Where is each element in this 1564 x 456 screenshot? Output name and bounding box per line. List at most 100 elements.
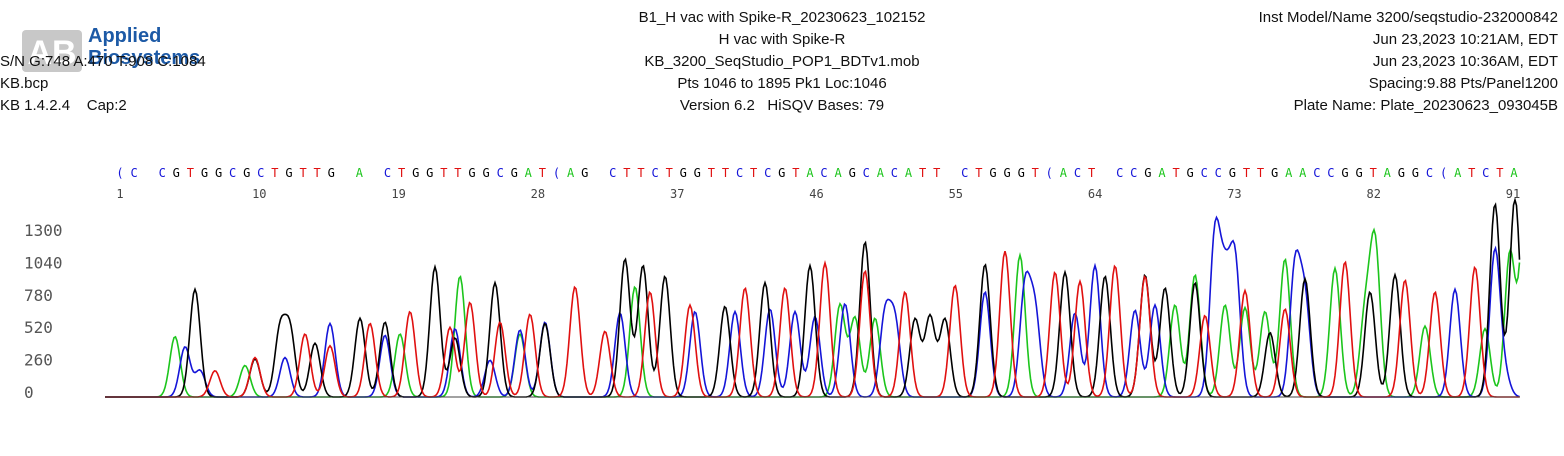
base-call: T — [1172, 166, 1179, 180]
signal-strength: S/N G:748 A:470 T:908 C:1084 — [0, 53, 206, 70]
base-call: G — [849, 166, 856, 180]
base-call: T — [975, 166, 982, 180]
base-call: G — [581, 166, 588, 180]
base-call: ( — [1440, 166, 1447, 180]
base-position-label: 73 — [1227, 187, 1241, 201]
base-call: C — [130, 166, 137, 180]
base-call: C — [863, 166, 870, 180]
logo-text-biosystems: Biosystems — [88, 47, 200, 69]
base-call: T — [750, 166, 757, 180]
base-call: G — [285, 166, 292, 180]
base-call: T — [792, 166, 799, 180]
base-call: G — [1144, 166, 1151, 180]
y-tick-label: 1040 — [24, 253, 63, 272]
base-position-row: 1 10 19 28 37 46 55 64 73 82 91 — [116, 187, 1520, 201]
base-call: T — [271, 166, 278, 180]
base-call: A — [525, 166, 533, 180]
base-call: G — [1018, 166, 1025, 180]
base-call: T — [919, 166, 926, 180]
base-call: G — [694, 166, 701, 180]
base-call: C — [257, 166, 264, 180]
sample-name: H vac with Spike-R — [718, 31, 846, 48]
base-call: T — [1032, 166, 1039, 180]
base-call: G — [989, 166, 996, 180]
base-call: T — [299, 166, 306, 180]
base-call: G — [243, 166, 250, 180]
base-call: T — [454, 166, 461, 180]
base-call: G — [328, 166, 335, 180]
sample-file-name: B1_H vac with Spike-R_20230623_102152 — [638, 9, 926, 26]
base-call: C — [497, 166, 504, 180]
base-call: T — [708, 166, 715, 180]
y-axis-ticks: 1300 1040 780 520 260 0 — [24, 221, 63, 402]
base-call: T — [1243, 166, 1250, 180]
base-call: C — [1482, 166, 1489, 180]
base-call: G — [1186, 166, 1193, 180]
base-call: T — [1088, 166, 1095, 180]
base-position-label: 37 — [670, 187, 684, 201]
base-call: T — [1370, 166, 1377, 180]
base-position-label: 28 — [531, 187, 545, 201]
applied-biosystems-logo: AB Applied Biosystems — [22, 25, 200, 72]
points-info: Pts 1046 to 1895 Pk1 Loc:1046 — [677, 75, 887, 92]
mobility-file: KB_3200_SeqStudio_POP1_BDTv1.mob — [644, 53, 920, 70]
base-call: A — [567, 166, 575, 180]
trace-T — [105, 251, 1520, 398]
base-call: A — [1299, 166, 1307, 180]
base-call: A — [877, 166, 885, 180]
electropherogram: (C C G T G G C G C T G T T G A C T G G T T G G C G A T(A G C T T C T G G T T… — [24, 166, 1521, 402]
base-call: A — [905, 166, 913, 180]
base-call: C — [651, 166, 658, 180]
base-call: T — [933, 166, 940, 180]
base-position-label: 55 — [949, 187, 963, 201]
plate-name: Plate Name: Plate_20230623_093045B — [1293, 97, 1558, 114]
base-call: G — [173, 166, 180, 180]
base-call: C — [1313, 166, 1320, 180]
base-call: C — [229, 166, 236, 180]
base-call: G — [1412, 166, 1419, 180]
base-position-label: 46 — [809, 187, 823, 201]
base-call: T — [398, 166, 405, 180]
run-start: Jun 23,2023 10:21AM, EDT — [1372, 31, 1558, 48]
trace-A — [105, 227, 1521, 398]
kb-version: KB 1.4.2.4 — [0, 97, 71, 114]
base-call: A — [834, 166, 842, 180]
base-call: G — [1229, 166, 1236, 180]
capillary: Cap:2 — [86, 97, 127, 114]
base-call: A — [1158, 166, 1166, 180]
spacing-info: Spacing:9.88 Pts/Panel1200 — [1368, 75, 1558, 92]
base-call: C — [820, 166, 827, 180]
base-call: T — [722, 166, 729, 180]
basecaller-version: KB 1.4.2.4 Cap:2 — [0, 96, 127, 116]
hisqv-label: HiSQV Bases: 79 — [767, 97, 885, 114]
base-call: A — [1510, 166, 1518, 180]
base-call: C — [736, 166, 743, 180]
base-call: T — [1257, 166, 1264, 180]
basecaller-file: KB.bcp — [0, 75, 49, 92]
base-call: A — [1285, 166, 1293, 180]
base-call: T — [187, 166, 194, 180]
base-call: G — [215, 166, 222, 180]
base-call: G — [778, 166, 785, 180]
y-tick-label: 780 — [24, 286, 53, 305]
y-tick-label: 260 — [24, 351, 53, 370]
base-call: G — [201, 166, 208, 180]
base-call: G — [426, 166, 433, 180]
base-call: ( — [553, 166, 560, 180]
base-call: T — [666, 166, 673, 180]
instrument-info: Inst Model/Name 3200/seqstudio-232000842 — [1258, 9, 1558, 26]
base-call: A — [806, 166, 814, 180]
base-call: C — [159, 166, 166, 180]
base-call: C — [1074, 166, 1081, 180]
y-tick-label: 0 — [24, 383, 34, 402]
version-label: Version 6.2 — [679, 97, 755, 114]
trace-C — [105, 215, 1520, 398]
base-call: C — [1327, 166, 1334, 180]
logo-mark: AB — [22, 30, 82, 72]
base-call: C — [1215, 166, 1222, 180]
base-call: C — [764, 166, 771, 180]
trace-area — [105, 197, 1521, 398]
base-call: A — [356, 166, 364, 180]
base-call: T — [313, 166, 320, 180]
base-call: ( — [116, 166, 123, 180]
